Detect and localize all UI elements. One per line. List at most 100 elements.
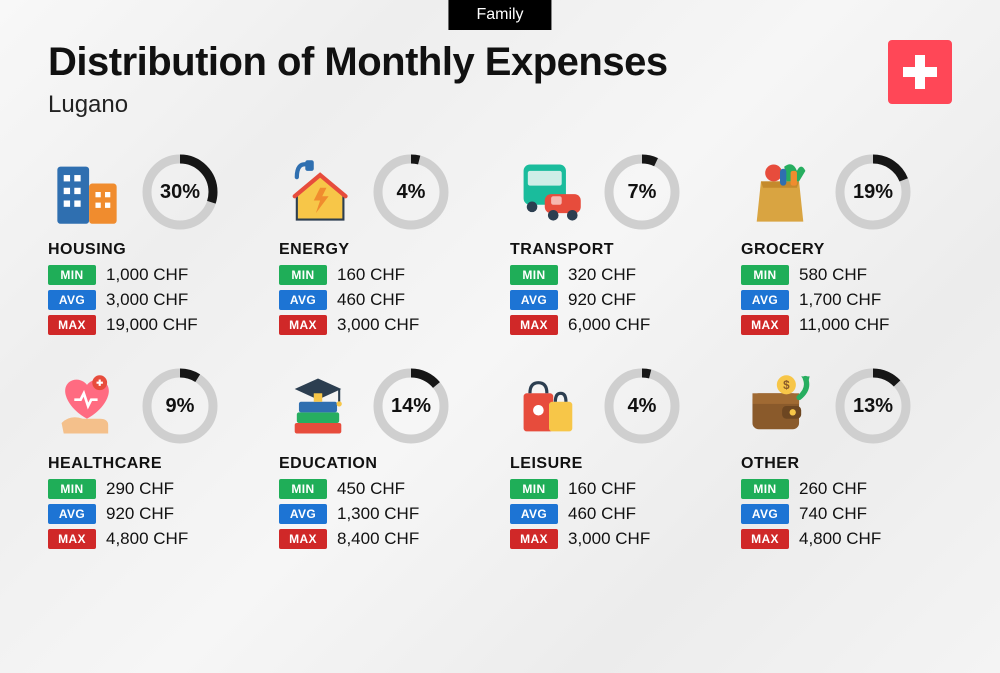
stat-row-avg: AVG 1,700 CHF bbox=[741, 290, 952, 310]
max-value: 4,800 CHF bbox=[106, 529, 188, 549]
stat-row-min: MIN 320 CHF bbox=[510, 265, 721, 285]
category-card-energy: 4% ENERGY MIN 160 CHF AVG 460 CHF MAX 3,… bbox=[279, 151, 490, 335]
percent-donut: 30% bbox=[140, 152, 220, 232]
min-tag: MIN bbox=[279, 265, 327, 285]
category-card-grocery: 19% GROCERY MIN 580 CHF AVG 1,700 CHF MA… bbox=[741, 151, 952, 335]
min-value: 160 CHF bbox=[337, 265, 405, 285]
category-name: HEALTHCARE bbox=[48, 455, 259, 473]
max-value: 6,000 CHF bbox=[568, 315, 650, 335]
page-title: Distribution of Monthly Expenses bbox=[48, 40, 952, 85]
page-subtitle: Lugano bbox=[48, 91, 952, 119]
max-tag: MAX bbox=[48, 315, 96, 335]
percent-value: 4% bbox=[602, 366, 682, 446]
avg-value: 920 CHF bbox=[568, 290, 636, 310]
avg-tag: AVG bbox=[741, 290, 789, 310]
min-tag: MIN bbox=[510, 479, 558, 499]
stat-row-min: MIN 160 CHF bbox=[510, 479, 721, 499]
category-name: TRANSPORT bbox=[510, 241, 721, 259]
buildings-icon bbox=[48, 153, 126, 231]
max-tag: MAX bbox=[510, 529, 558, 549]
category-card-leisure: 4% LEISURE MIN 160 CHF AVG 460 CHF MAX 3… bbox=[510, 365, 721, 549]
stat-row-min: MIN 580 CHF bbox=[741, 265, 952, 285]
stat-row-max: MAX 6,000 CHF bbox=[510, 315, 721, 335]
avg-value: 1,700 CHF bbox=[799, 290, 881, 310]
percent-donut: 7% bbox=[602, 152, 682, 232]
min-tag: MIN bbox=[279, 479, 327, 499]
max-value: 3,000 CHF bbox=[568, 529, 650, 549]
grocery-bag-icon bbox=[741, 153, 819, 231]
category-card-transport: 7% TRANSPORT MIN 320 CHF AVG 920 CHF MAX… bbox=[510, 151, 721, 335]
max-value: 4,800 CHF bbox=[799, 529, 881, 549]
avg-value: 3,000 CHF bbox=[106, 290, 188, 310]
stat-row-max: MAX 3,000 CHF bbox=[510, 529, 721, 549]
stat-row-avg: AVG 920 CHF bbox=[48, 504, 259, 524]
category-name: EDUCATION bbox=[279, 455, 490, 473]
max-value: 8,400 CHF bbox=[337, 529, 419, 549]
max-value: 19,000 CHF bbox=[106, 315, 198, 335]
min-value: 320 CHF bbox=[568, 265, 636, 285]
category-name: GROCERY bbox=[741, 241, 952, 259]
avg-tag: AVG bbox=[48, 290, 96, 310]
max-value: 3,000 CHF bbox=[337, 315, 419, 335]
percent-value: 19% bbox=[833, 152, 913, 232]
min-value: 290 CHF bbox=[106, 479, 174, 499]
stat-row-max: MAX 19,000 CHF bbox=[48, 315, 259, 335]
swiss-flag-icon bbox=[888, 40, 952, 104]
max-tag: MAX bbox=[741, 315, 789, 335]
percent-donut: 9% bbox=[140, 366, 220, 446]
category-name: OTHER bbox=[741, 455, 952, 473]
stat-row-avg: AVG 740 CHF bbox=[741, 504, 952, 524]
category-name: LEISURE bbox=[510, 455, 721, 473]
max-tag: MAX bbox=[48, 529, 96, 549]
avg-value: 460 CHF bbox=[337, 290, 405, 310]
stat-row-min: MIN 290 CHF bbox=[48, 479, 259, 499]
avg-value: 1,300 CHF bbox=[337, 504, 419, 524]
shopping-bags-icon bbox=[510, 367, 588, 445]
stat-row-max: MAX 4,800 CHF bbox=[48, 529, 259, 549]
percent-donut: 4% bbox=[602, 366, 682, 446]
stat-row-avg: AVG 1,300 CHF bbox=[279, 504, 490, 524]
category-card-housing: 30% HOUSING MIN 1,000 CHF AVG 3,000 CHF … bbox=[48, 151, 259, 335]
stat-row-max: MAX 11,000 CHF bbox=[741, 315, 952, 335]
stat-row-avg: AVG 460 CHF bbox=[279, 290, 490, 310]
min-value: 1,000 CHF bbox=[106, 265, 188, 285]
avg-value: 460 CHF bbox=[568, 504, 636, 524]
min-tag: MIN bbox=[48, 265, 96, 285]
grad-books-icon bbox=[279, 367, 357, 445]
wallet-arrow-icon bbox=[741, 367, 819, 445]
max-tag: MAX bbox=[510, 315, 558, 335]
percent-donut: 4% bbox=[371, 152, 451, 232]
heart-hand-icon bbox=[48, 367, 126, 445]
category-name: ENERGY bbox=[279, 241, 490, 259]
category-card-healthcare: 9% HEALTHCARE MIN 290 CHF AVG 920 CHF MA… bbox=[48, 365, 259, 549]
percent-value: 4% bbox=[371, 152, 451, 232]
avg-tag: AVG bbox=[279, 290, 327, 310]
percent-value: 13% bbox=[833, 366, 913, 446]
avg-value: 920 CHF bbox=[106, 504, 174, 524]
avg-tag: AVG bbox=[510, 290, 558, 310]
min-value: 160 CHF bbox=[568, 479, 636, 499]
min-value: 260 CHF bbox=[799, 479, 867, 499]
percent-value: 30% bbox=[140, 152, 220, 232]
stat-row-max: MAX 3,000 CHF bbox=[279, 315, 490, 335]
percent-donut: 13% bbox=[833, 366, 913, 446]
percent-value: 14% bbox=[371, 366, 451, 446]
min-tag: MIN bbox=[48, 479, 96, 499]
stat-row-min: MIN 160 CHF bbox=[279, 265, 490, 285]
stat-row-avg: AVG 460 CHF bbox=[510, 504, 721, 524]
top-badge: Family bbox=[448, 0, 551, 30]
min-value: 580 CHF bbox=[799, 265, 867, 285]
avg-tag: AVG bbox=[279, 504, 327, 524]
min-tag: MIN bbox=[510, 265, 558, 285]
min-value: 450 CHF bbox=[337, 479, 405, 499]
percent-value: 7% bbox=[602, 152, 682, 232]
bus-car-icon bbox=[510, 153, 588, 231]
stat-row-min: MIN 1,000 CHF bbox=[48, 265, 259, 285]
avg-tag: AVG bbox=[510, 504, 558, 524]
max-tag: MAX bbox=[279, 529, 327, 549]
max-value: 11,000 CHF bbox=[799, 315, 889, 335]
category-name: HOUSING bbox=[48, 241, 259, 259]
min-tag: MIN bbox=[741, 479, 789, 499]
stat-row-avg: AVG 920 CHF bbox=[510, 290, 721, 310]
max-tag: MAX bbox=[741, 529, 789, 549]
